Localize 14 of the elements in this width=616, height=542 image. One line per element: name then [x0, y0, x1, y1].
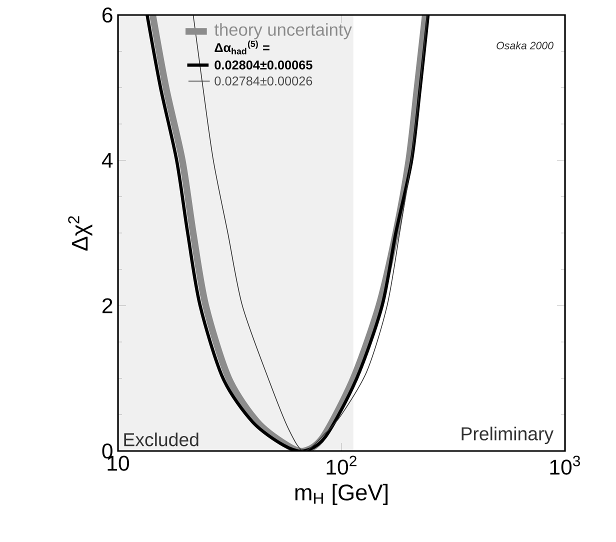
x-axis-title: m$_{H}$ [GeV] — [295, 484, 388, 505]
x-tick-label: 10$^{3}$ — [550, 456, 580, 475]
annotation: Preliminary — [462, 426, 554, 444]
band-label: Excluded — [124, 432, 198, 446]
annotation: Osaka 2000 — [496, 42, 554, 50]
legend-label: 0.02804±0.00065 — [214, 60, 312, 70]
legend-label: theory uncertainty — [214, 23, 352, 40]
legend-label: 0.02784±0.00026 — [214, 76, 312, 86]
y-axis-title: Δχ$^{2}$ — [68, 216, 92, 251]
x-tick-label: 10$^{2}$ — [326, 456, 356, 475]
y-tick-label: 2 — [102, 298, 112, 314]
y-tick-label: 6 — [102, 7, 112, 23]
legend-title: Δα$_{had}$$^{(5)}$ = — [214, 40, 270, 54]
y-tick-label: 4 — [102, 152, 113, 168]
